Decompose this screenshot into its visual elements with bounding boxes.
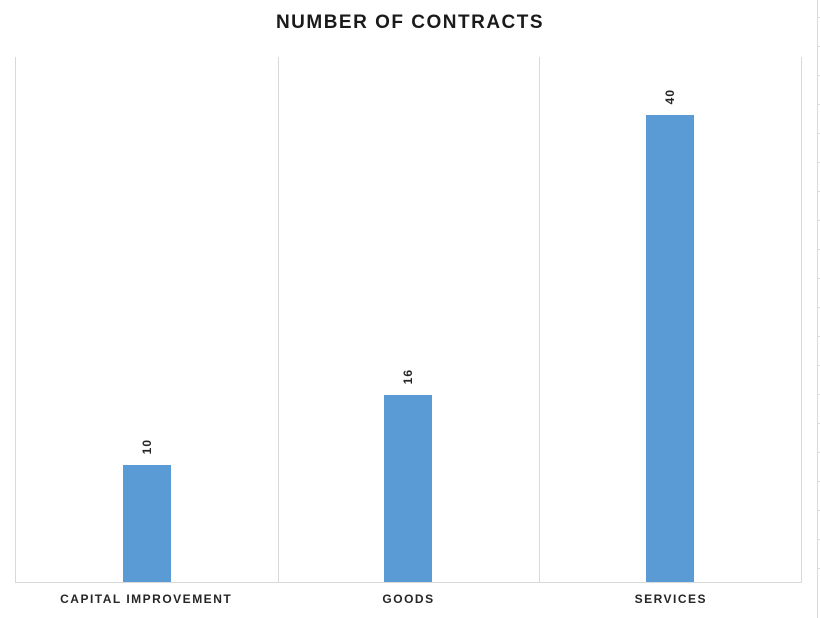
category-column-capital-improvement: 10 xyxy=(16,57,278,582)
bar-services xyxy=(646,115,695,582)
bar-value-text: 40 xyxy=(663,88,678,104)
plot-area: 10 16 40 xyxy=(15,57,802,583)
category-gridline xyxy=(539,57,541,582)
x-axis-label-capital-improvement: CAPITAL IMPROVEMENT xyxy=(60,592,233,606)
bar-capital-improvement xyxy=(122,465,171,582)
bar-value-text: 16 xyxy=(401,368,416,384)
category-column-goods: 16 xyxy=(278,57,540,582)
category-gridline xyxy=(277,57,279,582)
right-edge-gridline xyxy=(817,0,818,618)
bar-value-label: 10 xyxy=(140,439,154,457)
bar-value-text: 10 xyxy=(139,438,154,454)
x-axis-label-goods: GOODS xyxy=(382,592,435,606)
row-tick-marks xyxy=(818,17,820,585)
x-axis-label-services: SERVICES xyxy=(634,592,708,606)
bar-goods xyxy=(384,395,433,582)
bar-value-label: 16 xyxy=(401,369,415,387)
bar-value-label: 40 xyxy=(663,89,677,107)
category-column-services: 40 xyxy=(539,57,801,582)
chart-title: NUMBER OF CONTRACTS xyxy=(275,12,545,33)
x-axis: CAPITAL IMPROVEMENT GOODS SERVICES xyxy=(15,592,802,606)
